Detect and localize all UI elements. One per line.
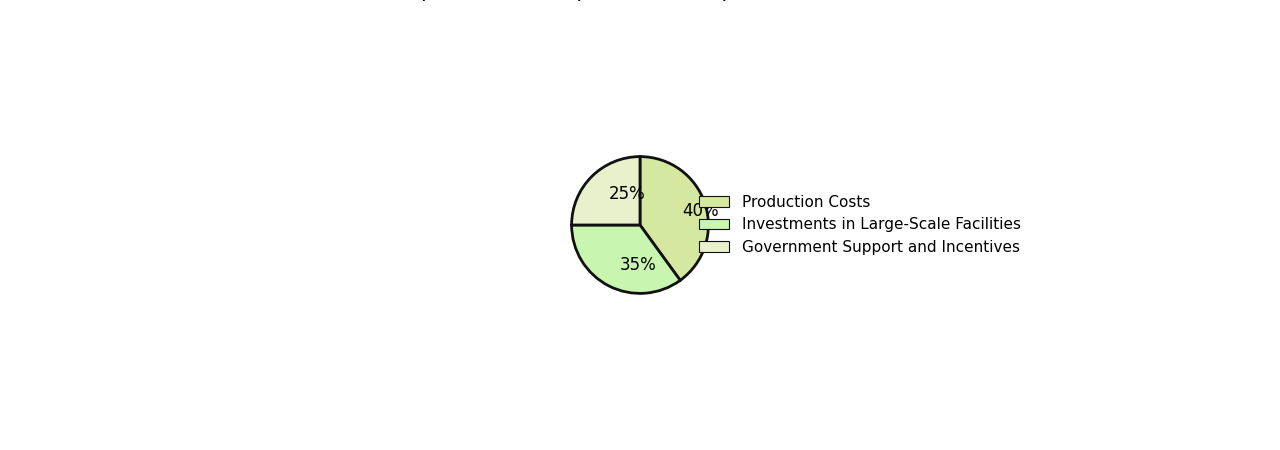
Wedge shape: [640, 157, 708, 280]
Text: 35%: 35%: [620, 256, 657, 274]
Text: 25%: 25%: [608, 184, 645, 202]
Wedge shape: [572, 225, 680, 293]
Text: 40%: 40%: [682, 202, 719, 220]
Wedge shape: [572, 157, 640, 225]
Legend: Production Costs, Investments in Large-Scale Facilities, Government Support and : Production Costs, Investments in Large-S…: [692, 189, 1027, 261]
Title: Proportion of Components in Airplane Fuel Costs: Proportion of Components in Airplane Fue…: [388, 0, 892, 1]
